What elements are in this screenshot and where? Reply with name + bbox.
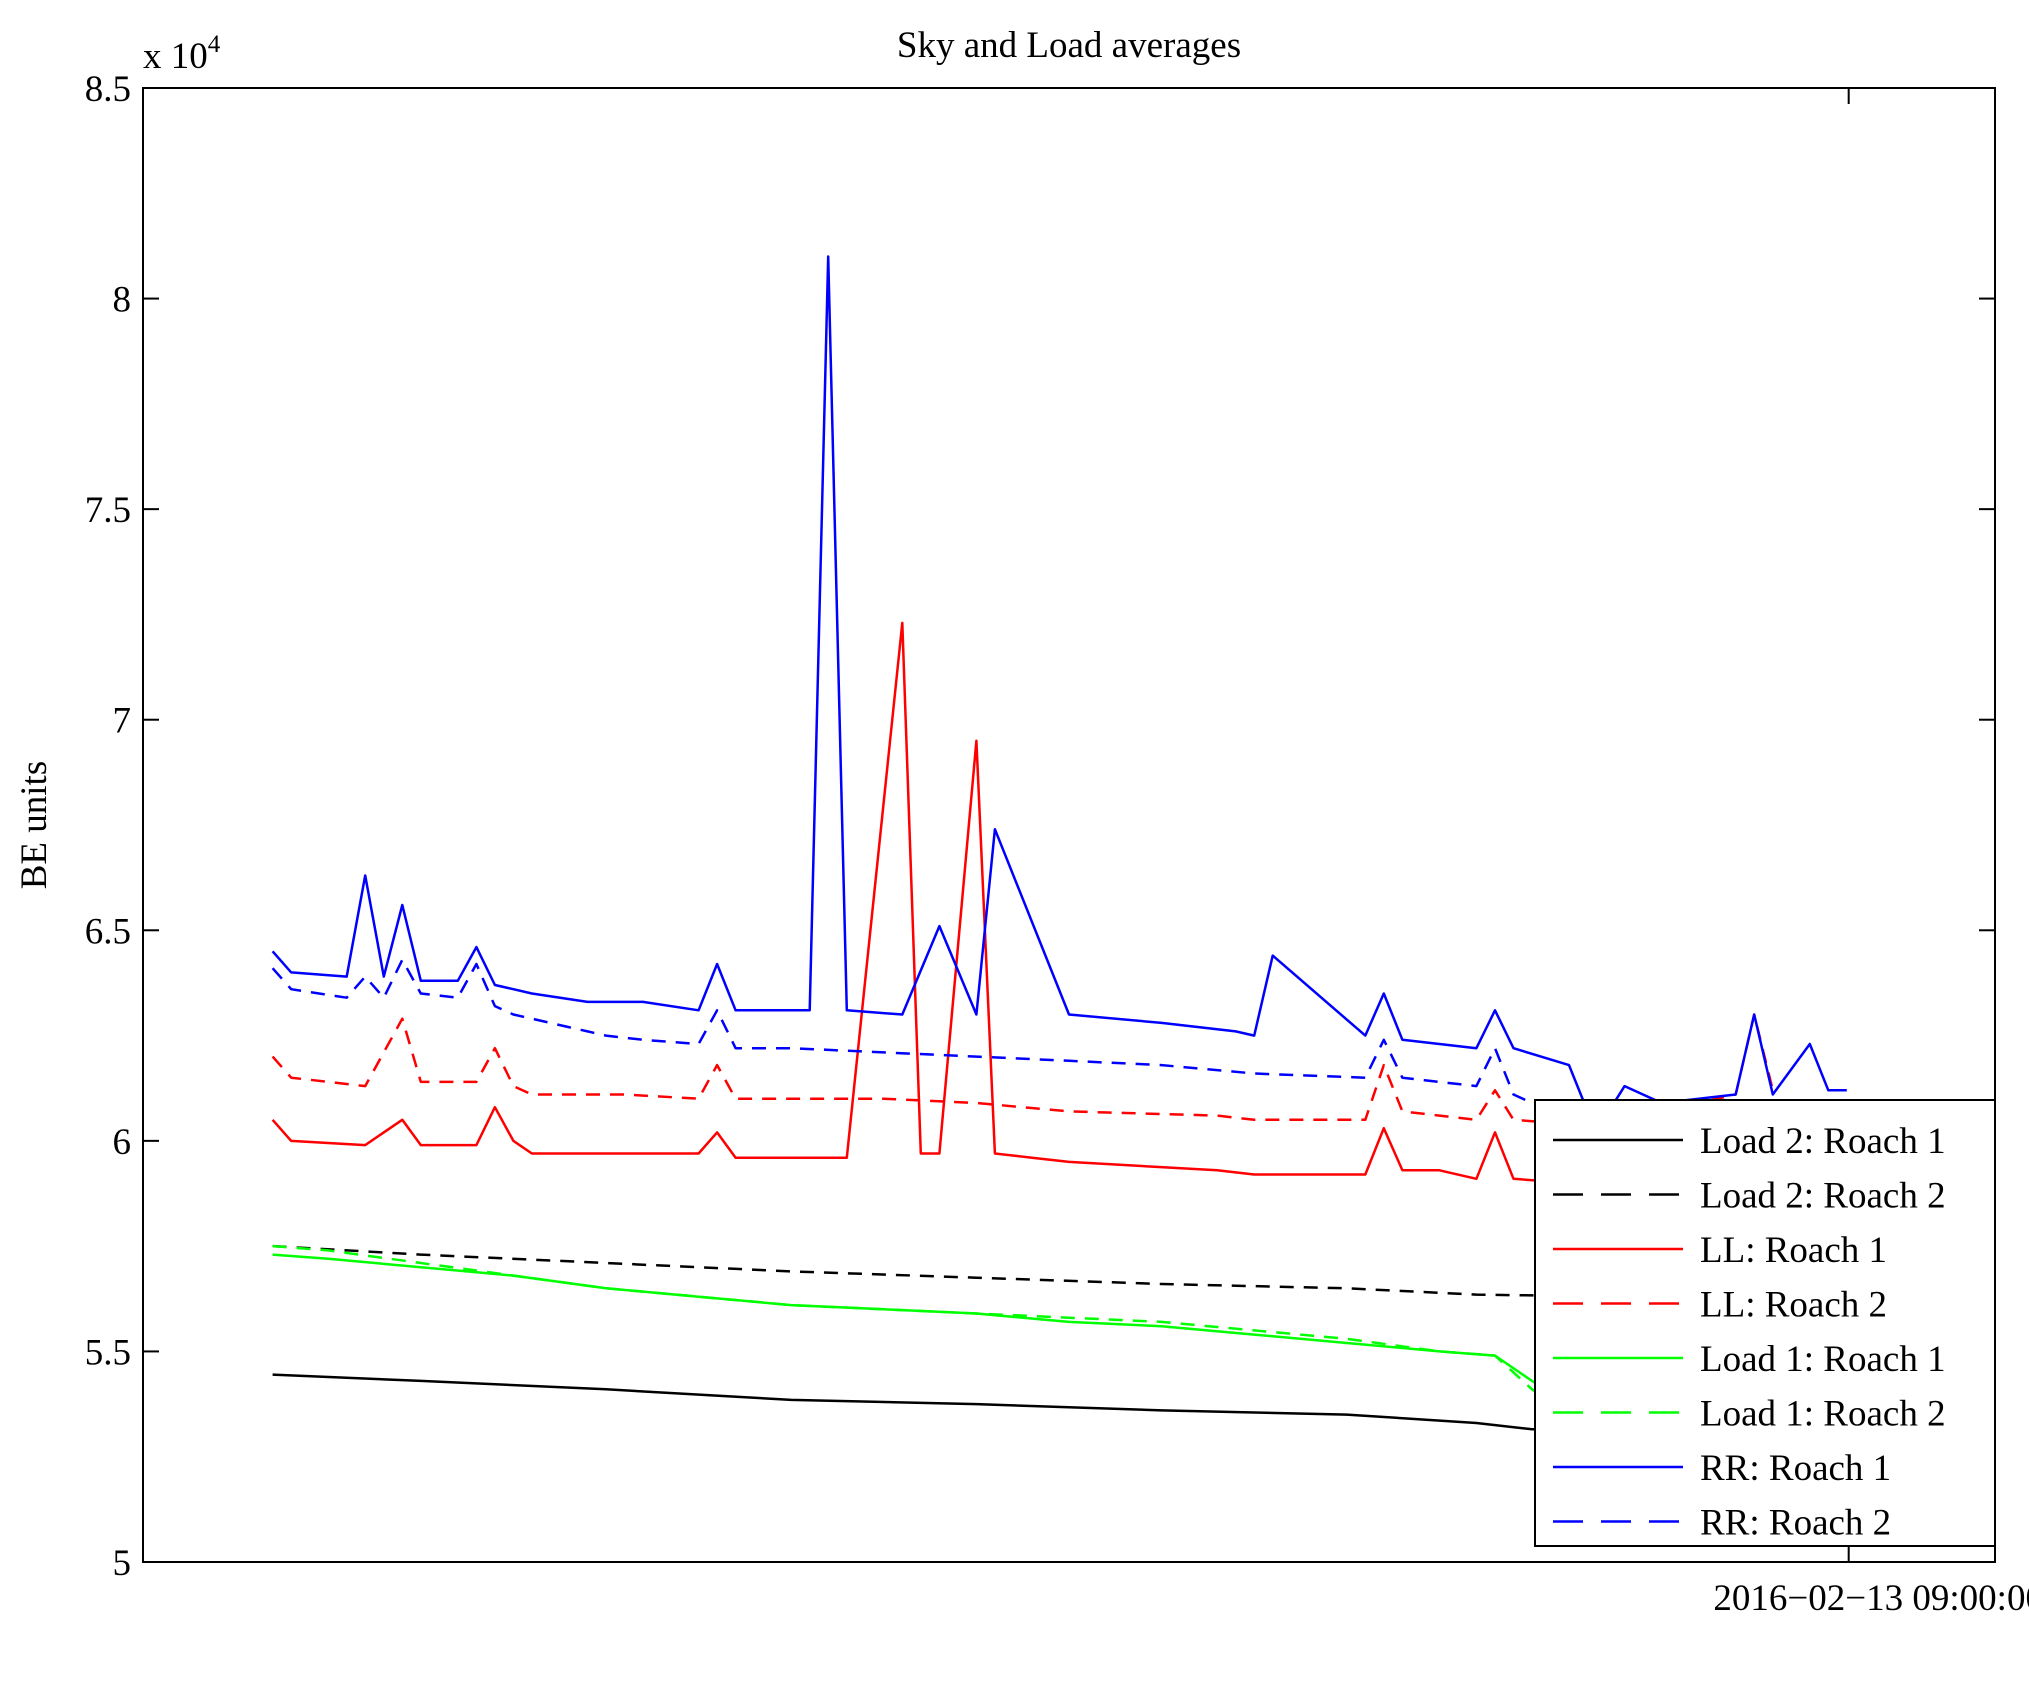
plot-area-frame xyxy=(142,87,1996,1563)
series-line-load-1-roach-2 xyxy=(272,1244,1626,1416)
y-tick-label: 7 xyxy=(113,701,132,742)
legend-label: Load 2: Roach 2 xyxy=(1700,1176,1946,1217)
series-line-load-2-roach-2 xyxy=(272,1244,1847,1298)
y-axis-label: BE units xyxy=(14,761,55,890)
legend-label: LL: Roach 1 xyxy=(1700,1230,1887,1271)
y-tick-label: 5.5 xyxy=(85,1332,131,1373)
legend-label: Load 2: Roach 1 xyxy=(1700,1121,1946,1162)
y-exponent-power: 4 xyxy=(208,31,221,58)
legend-label: RR: Roach 2 xyxy=(1700,1503,1891,1544)
y-tick-label: 5 xyxy=(113,1543,132,1584)
y-tick-label: 6 xyxy=(113,1122,132,1163)
series-line-rr-roach-1 xyxy=(271,255,1847,1117)
legend: Load 2: Roach 1 Load 2: Roach 2 LL: Roach … xyxy=(1534,1099,1996,1547)
series-layer xyxy=(271,255,1847,1431)
y-exponent: x 104 xyxy=(143,31,221,77)
y-tick-label: 8.5 xyxy=(85,69,131,110)
y-exponent-prefix: x 10 xyxy=(143,36,208,77)
x-tick-label: 2016−02−13 09:00:00 xyxy=(1713,1578,2029,1619)
series-line-ll-roach-1 xyxy=(271,621,1626,1185)
legend-label: RR: Roach 1 xyxy=(1700,1448,1891,1489)
series-line-ll-roach-2 xyxy=(271,1013,1775,1126)
chart-title: Sky and Load averages xyxy=(897,25,1241,66)
y-tick-label: 6.5 xyxy=(85,911,131,952)
legend-label: LL: Roach 2 xyxy=(1700,1285,1887,1326)
series-line-rr-roach-2 xyxy=(271,958,1662,1172)
legend-label: Load 1: Roach 1 xyxy=(1700,1339,1946,1380)
legend-label: Load 1: Roach 2 xyxy=(1700,1394,1946,1435)
legend-box xyxy=(1534,1099,1996,1547)
legend-items: Load 2: Roach 1 Load 2: Roach 2 LL: Roach … xyxy=(1553,1121,1946,1544)
y-tick-label: 7.5 xyxy=(85,490,131,531)
y-tick-label: 8 xyxy=(113,280,132,321)
